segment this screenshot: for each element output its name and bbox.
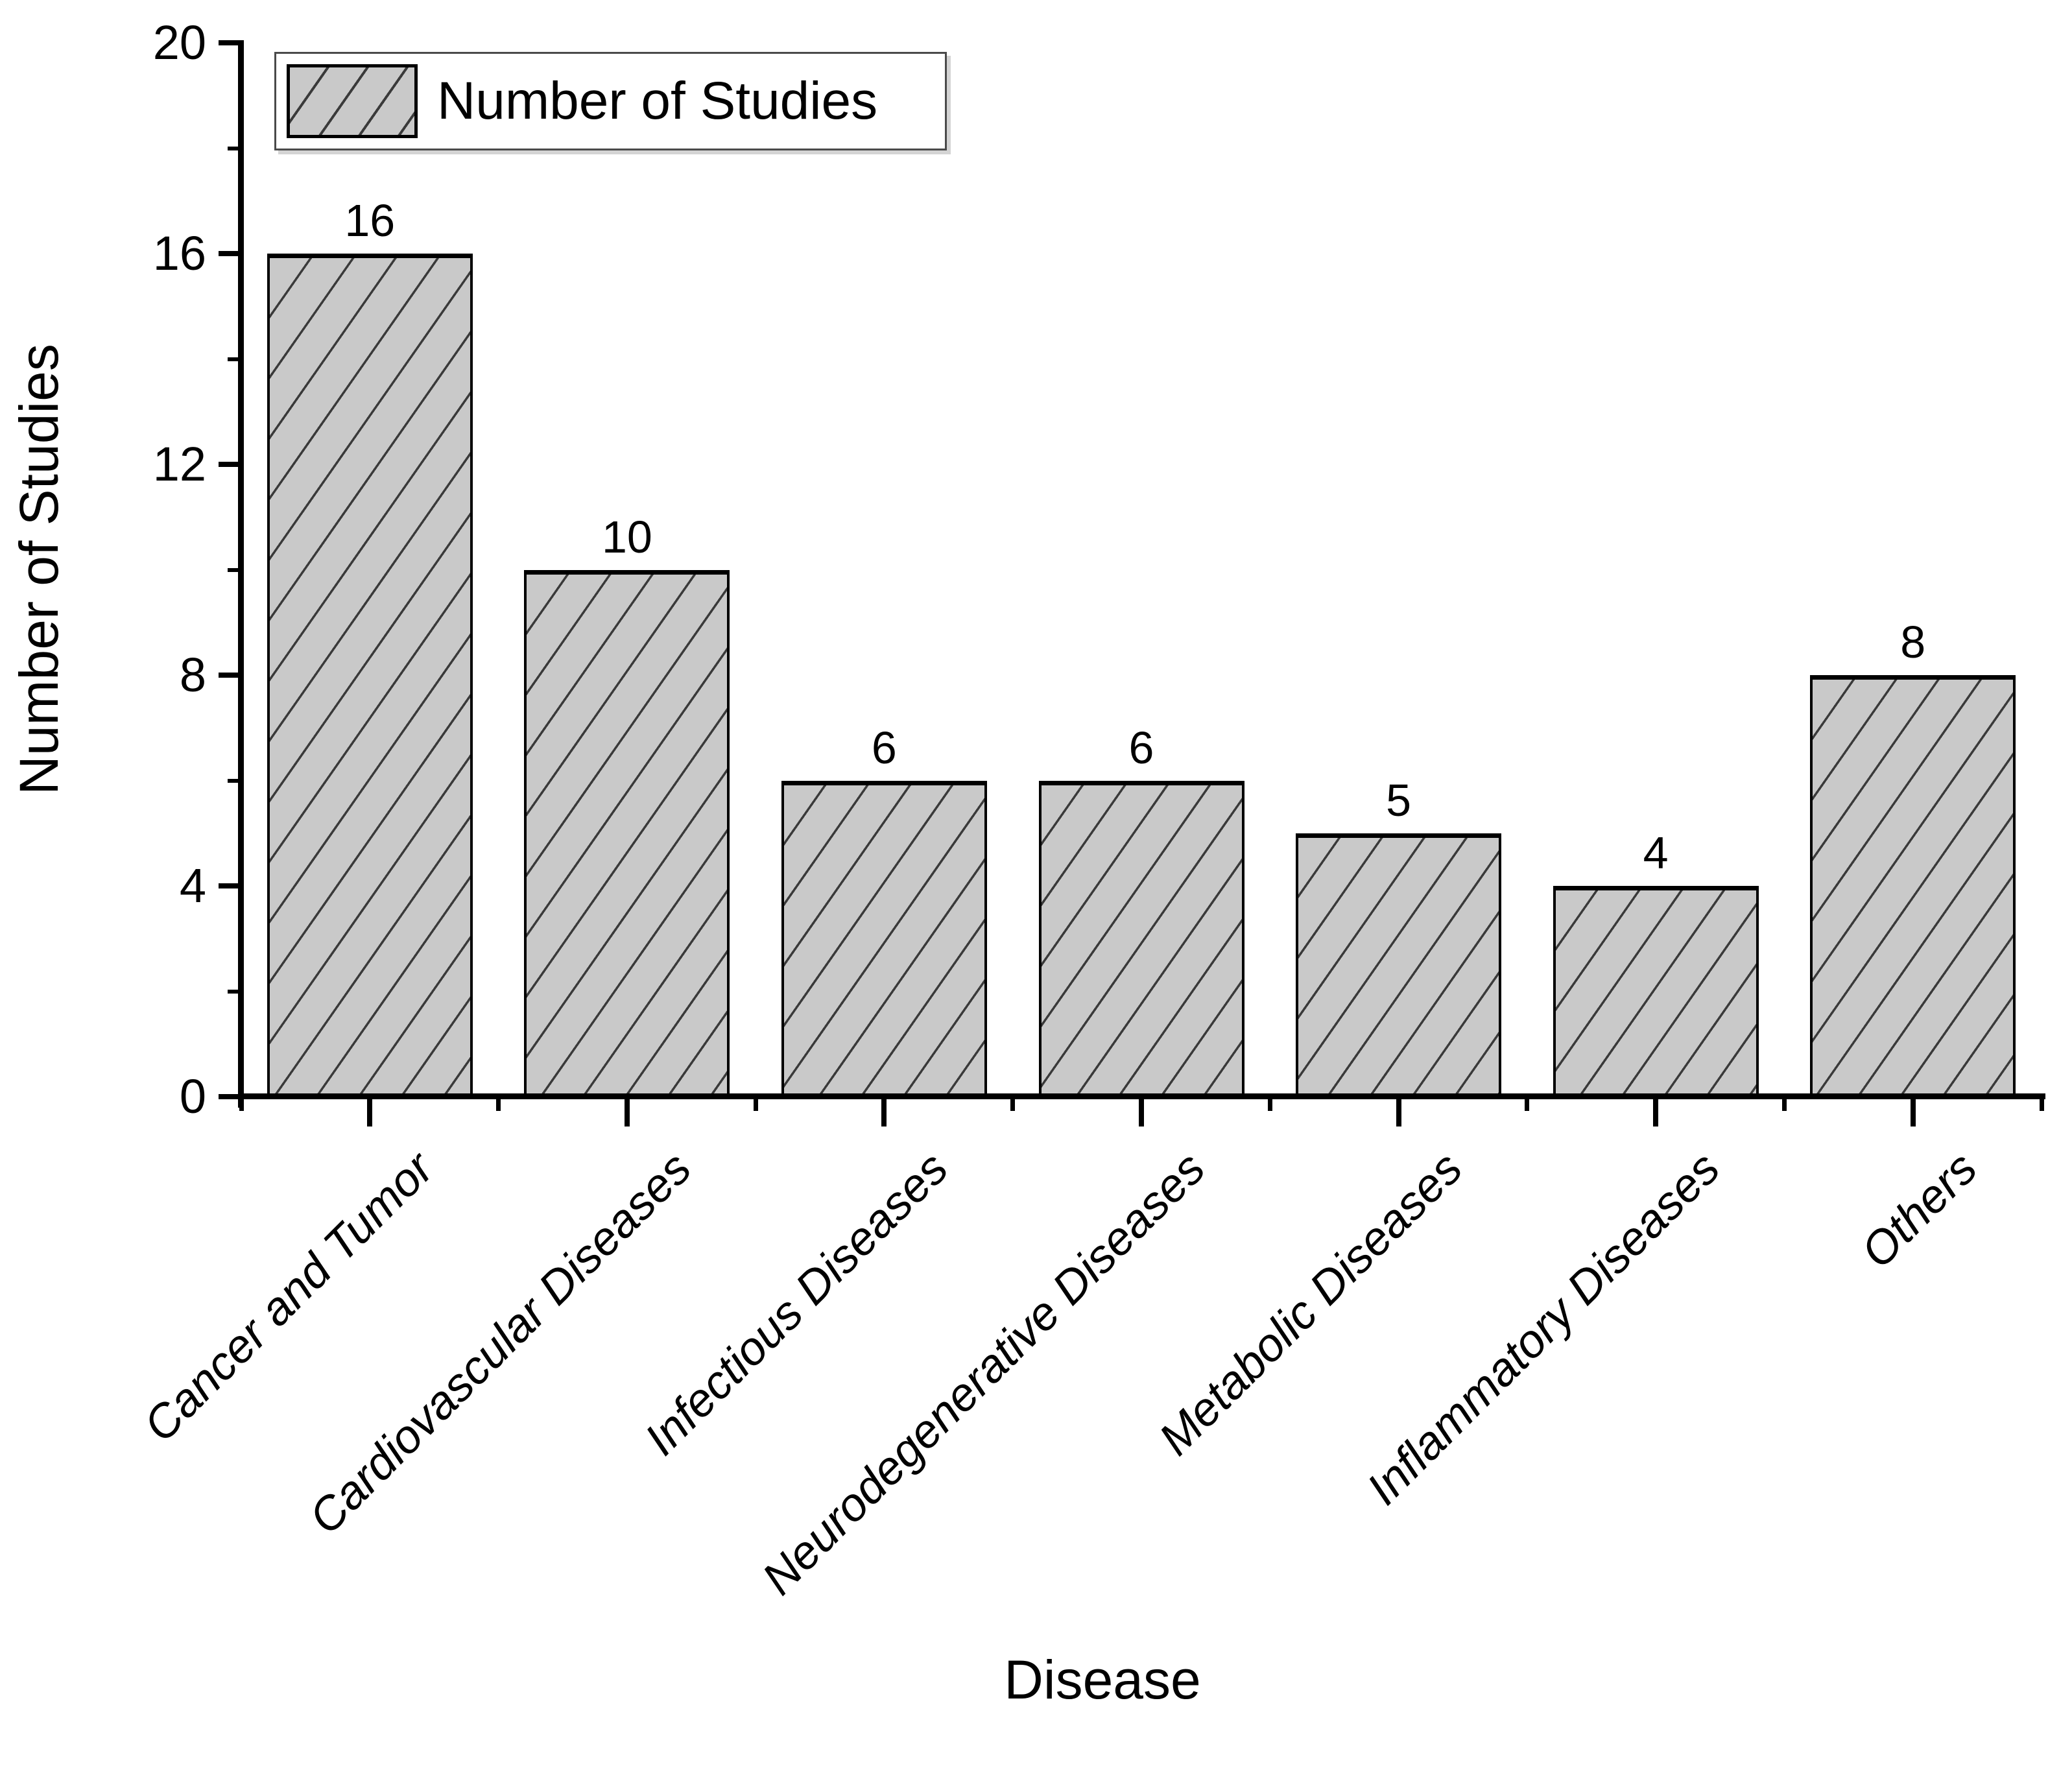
x-minor-tick — [2039, 1099, 2044, 1111]
legend: Number of Studies — [274, 52, 947, 150]
y-major-tick — [219, 673, 239, 678]
bar-value-label: 6 — [1128, 722, 1154, 773]
bar — [267, 254, 473, 1099]
bar-value-label: 10 — [601, 511, 652, 562]
x-major-tick — [1396, 1099, 1401, 1126]
y-minor-tick — [228, 778, 239, 783]
bar-value-label: 4 — [1643, 828, 1669, 878]
y-tick-label: 4 — [179, 859, 206, 912]
legend-label: Number of Studies — [437, 71, 878, 130]
bar-value-label: 5 — [1386, 774, 1412, 826]
x-major-tick — [881, 1099, 887, 1126]
x-tick-label: Others — [1851, 1142, 1987, 1278]
bar-value-label: 8 — [1900, 617, 1926, 667]
y-tick-label: 16 — [152, 226, 206, 280]
y-major-tick — [219, 251, 239, 256]
y-tick-label: 12 — [152, 437, 206, 491]
y-tick-label: 8 — [179, 648, 206, 702]
x-minor-tick — [1525, 1099, 1530, 1111]
x-axis-line — [238, 1093, 2045, 1099]
x-major-tick — [1139, 1099, 1144, 1126]
y-major-tick — [219, 883, 239, 888]
bar — [781, 780, 987, 1099]
bar-value-label: 6 — [871, 722, 897, 773]
x-minor-tick — [1781, 1099, 1787, 1111]
x-tick-label: Cancer and Tumor — [134, 1142, 444, 1452]
x-major-tick — [624, 1099, 630, 1126]
x-minor-tick — [496, 1099, 501, 1111]
x-minor-tick — [239, 1099, 244, 1111]
y-axis-title: Number of Studies — [8, 344, 69, 795]
x-minor-tick — [1010, 1099, 1016, 1111]
y-tick-label: 0 — [179, 1069, 206, 1123]
x-major-tick — [1653, 1099, 1659, 1126]
y-minor-tick — [228, 567, 239, 572]
legend-hatch-swatch-icon — [287, 64, 418, 138]
bar — [1553, 886, 1759, 1099]
x-major-tick — [367, 1099, 373, 1126]
x-axis-title: Disease — [1004, 1649, 1201, 1710]
y-major-tick — [219, 1094, 239, 1099]
y-major-tick — [219, 462, 239, 467]
x-major-tick — [1910, 1099, 1916, 1126]
y-minor-tick — [228, 989, 239, 994]
y-major-tick — [219, 40, 239, 45]
bar — [524, 569, 730, 1099]
y-minor-tick — [228, 146, 239, 150]
bar — [1038, 780, 1244, 1099]
x-tick-label: Neurodegenerative Diseases — [752, 1142, 1215, 1605]
x-minor-tick — [753, 1099, 758, 1111]
x-minor-tick — [1267, 1099, 1272, 1111]
y-axis-line — [238, 40, 244, 1108]
y-minor-tick — [228, 357, 239, 361]
bar — [1810, 675, 2016, 1099]
bar — [1296, 833, 1502, 1100]
y-tick-label: 20 — [152, 16, 206, 69]
bar-value-label: 16 — [344, 195, 396, 246]
